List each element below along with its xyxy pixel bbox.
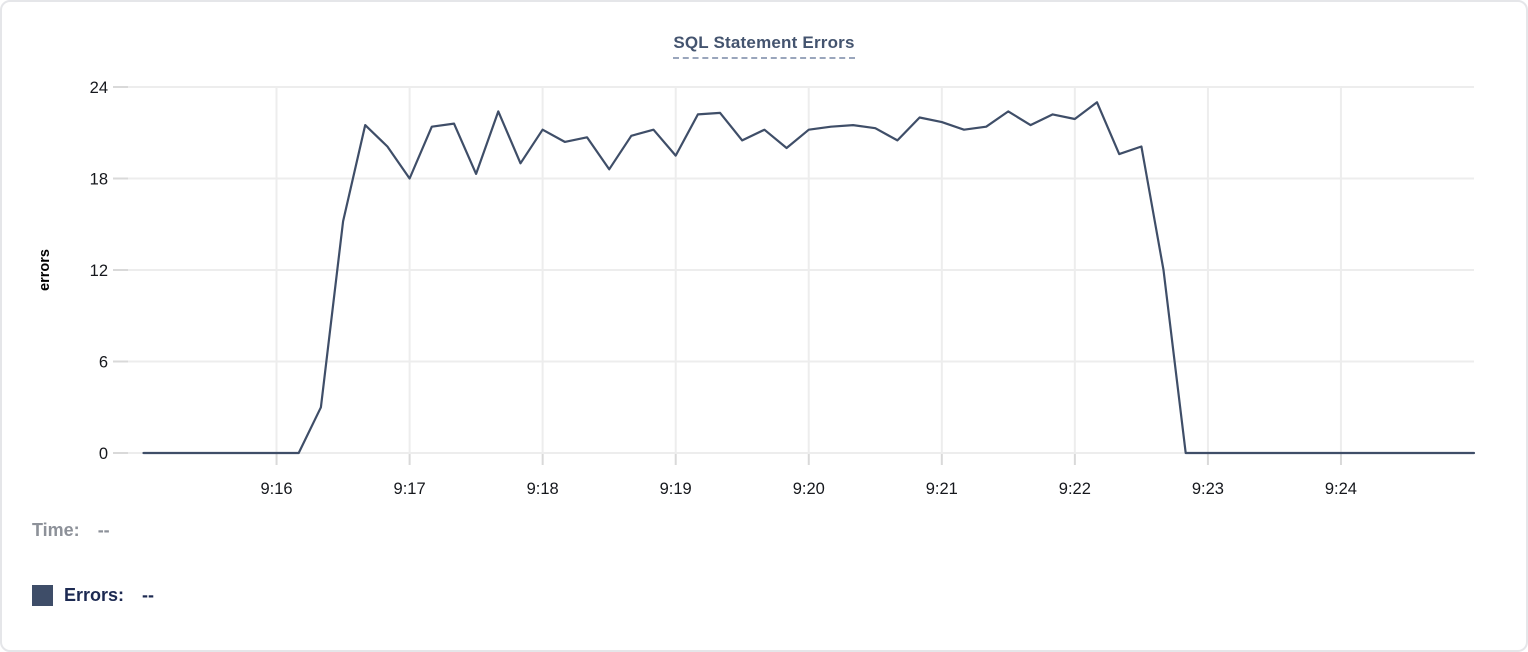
x-tick-label: 9:22 — [1059, 480, 1091, 498]
y-tick-label: 18 — [90, 171, 108, 189]
x-tick-label: 9:24 — [1325, 480, 1357, 498]
x-tick-label: 9:18 — [527, 480, 559, 498]
y-tick-label: 12 — [90, 262, 108, 280]
y-tick-label: 0 — [99, 445, 108, 463]
tooltip-time-row: Time: -- — [32, 520, 110, 541]
y-tick-label: 6 — [99, 354, 108, 372]
legend-errors-row[interactable]: Errors: -- — [32, 585, 154, 606]
x-tick-label: 9:16 — [260, 480, 292, 498]
x-tick-label: 9:20 — [793, 480, 825, 498]
errors-series-swatch — [32, 585, 53, 606]
x-tick-label: 9:17 — [394, 480, 426, 498]
errors-series-line — [142, 101, 1476, 455]
x-tick-label: 9:21 — [926, 480, 958, 498]
errors-line-chart[interactable]: 0 6 12 18 24 9:16 9:17 9:18 9:19 9:20 9:21 9:22 9:23… — [2, 2, 1526, 508]
tooltip-time-label: Time: — [32, 520, 80, 540]
chart-header: SQL Statement Errors — [2, 33, 1526, 59]
legend-errors-label: Errors: — [64, 585, 125, 605]
y-tick-label: 24 — [90, 79, 108, 97]
x-tick-label: 9:23 — [1192, 480, 1224, 498]
chart-title-link[interactable]: SQL Statement Errors — [673, 33, 855, 59]
y-axis-label: errors — [37, 249, 53, 291]
tooltip-time-value: -- — [97, 520, 110, 540]
tooltip-errors-value: -- — [142, 585, 155, 605]
x-tick-label: 9:19 — [660, 480, 692, 498]
